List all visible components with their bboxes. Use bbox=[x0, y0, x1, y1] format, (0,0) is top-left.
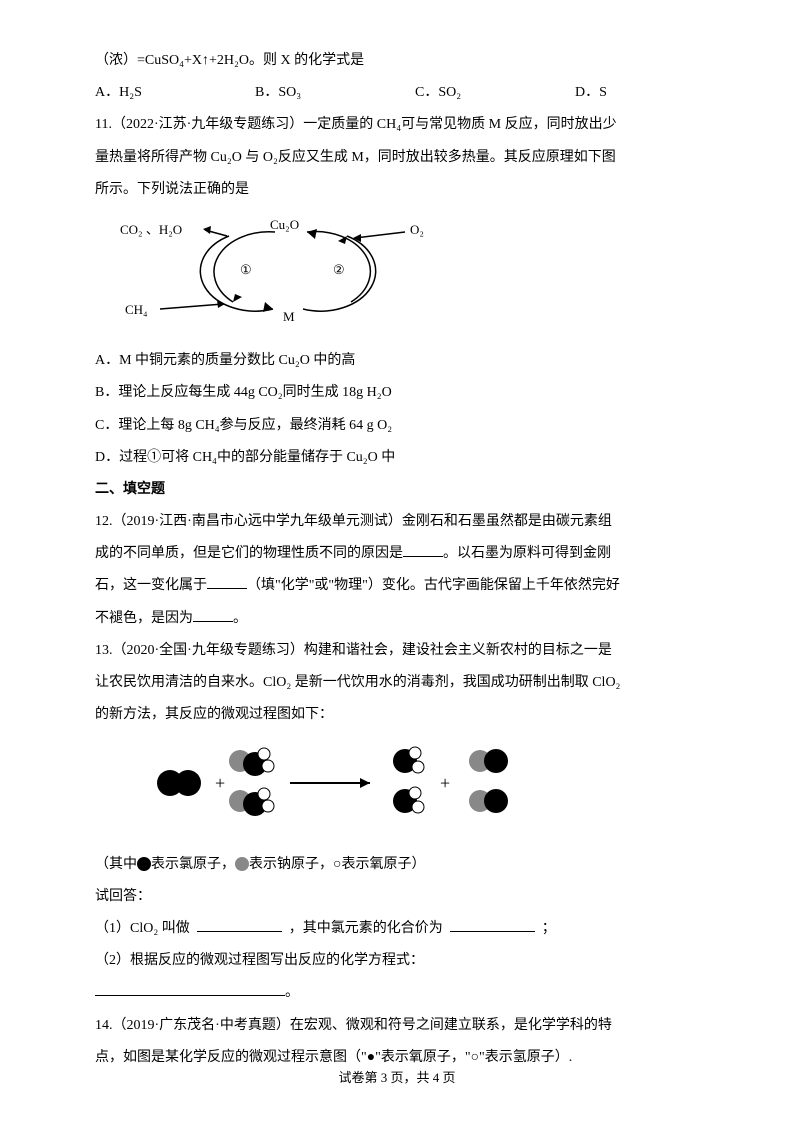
q13-part2: （2）根据反应的微观过程图写出反应的化学方程式： bbox=[95, 945, 699, 977]
q10-opt-b: B．SO₃ bbox=[255, 77, 415, 109]
q12-line3: 石，这一变化属于 （填"化学"或"物理"）变化。古代字画能保留上千年依然完好 bbox=[95, 570, 699, 602]
q12-2a: 成的不同单质，但是它们的物理性质不同的原因是 bbox=[95, 546, 403, 561]
svg-text:CO₂ 、H₂O: CO₂ 、H₂O bbox=[120, 222, 182, 237]
q13-line1: 13.（2020·全国·九年级专题练习）构建和谐社会，建设社会主义新农村的目标之… bbox=[95, 635, 699, 667]
blank-clo2-name[interactable] bbox=[197, 918, 282, 932]
q10-opt-a: A．H₂S bbox=[95, 77, 255, 109]
q11-opt-d: D．过程①可将 CH₄中的部分能量储存于 Cu₂O 中 bbox=[95, 442, 699, 474]
q13-line3: 的新方法，其反应的微观过程图如下： bbox=[95, 699, 699, 731]
q10-opt-c: C．SO₂ bbox=[415, 77, 575, 109]
q11-opt-c: C．理论上每 8g CH₄参与反应，最终消耗 64 g O₂ bbox=[95, 410, 699, 442]
blank-2[interactable] bbox=[207, 575, 247, 589]
q12-4a: 不褪色，是因为 bbox=[95, 611, 193, 626]
micro-reaction-diagram: + + bbox=[145, 743, 545, 823]
q13-line2: 让农民饮用清洁的自来水。ClO₂ 是新一代饮用水的消毒剂，我国成功研制出制取 C… bbox=[95, 667, 699, 699]
svg-text:O₂: O₂ bbox=[410, 222, 424, 237]
q13-p2end: 。 bbox=[285, 985, 299, 1000]
reaction-cycle-diagram: CO₂ 、H₂O CH₄ Cu₂O M O₂ ① ② bbox=[115, 214, 445, 324]
q14-line1: 14.（2019·广东茂名·中考真题）在宏观、微观和符号之间建立联系，是化学学科… bbox=[95, 1010, 699, 1042]
page-footer: 试卷第 3 页，共 4 页 bbox=[0, 1063, 794, 1093]
blank-1[interactable] bbox=[403, 543, 443, 557]
q13-part1: （1）ClO₂ 叫做 ，其中氯元素的化合价为 ； bbox=[95, 913, 699, 945]
legend-a: （其中 bbox=[95, 857, 137, 872]
q11-stem-line2: 量热量将所得产物 Cu₂O 与 O₂反应又生成 M，同时放出较多热量。其反应原理… bbox=[95, 142, 699, 174]
q10-tail: （浓）=CuSO₄+X↑+2H₂O。则 X 的化学式是 bbox=[95, 45, 699, 77]
svg-text:②: ② bbox=[333, 262, 345, 277]
svg-text:M: M bbox=[283, 309, 295, 324]
q11-opt-b: B．理论上反应每生成 44g CO₂同时生成 18g H₂O bbox=[95, 377, 699, 409]
blank-equation[interactable] bbox=[95, 982, 285, 996]
q12-4b: 。 bbox=[233, 611, 247, 626]
svg-text:Cu₂O: Cu₂O bbox=[270, 217, 299, 232]
q10-opt-d: D．S bbox=[575, 77, 675, 109]
q13-try: 试回答： bbox=[95, 881, 699, 913]
chlorine-atom-icon bbox=[137, 857, 151, 871]
q13-part2-blank: 。 bbox=[95, 977, 699, 1009]
q11-stem-line3: 所示。下列说法正确的是 bbox=[95, 174, 699, 206]
legend-c: 表示钠原子，○表示氧原子） bbox=[249, 857, 425, 872]
q12-line4: 不褪色，是因为 。 bbox=[95, 603, 699, 635]
q12-line2: 成的不同单质，但是它们的物理性质不同的原因是 。以石墨为原料可得到金刚 bbox=[95, 538, 699, 570]
svg-text:CH₄: CH₄ bbox=[125, 302, 148, 317]
q12-3b: （填"化学"或"物理"）变化。古代字画能保留上千年依然完好 bbox=[247, 578, 620, 593]
q12-2b: 。以石墨为原料可得到金刚 bbox=[443, 546, 611, 561]
q13-p1b: ，其中氯元素的化合价为 bbox=[289, 921, 443, 936]
svg-text:+: + bbox=[215, 773, 225, 793]
blank-3[interactable] bbox=[193, 608, 233, 622]
atom-legend: （其中表示氯原子， 表示钠原子，○表示氧原子） bbox=[95, 849, 699, 881]
q13-p1a: （1）ClO₂ 叫做 bbox=[95, 921, 190, 936]
q12-3a: 石，这一变化属于 bbox=[95, 578, 207, 593]
svg-text:+: + bbox=[440, 773, 450, 793]
q13-p1c: ； bbox=[542, 921, 556, 936]
legend-b: 表示氯原子， bbox=[151, 857, 235, 872]
svg-text:①: ① bbox=[240, 262, 252, 277]
blank-valence[interactable] bbox=[450, 918, 535, 932]
q12-line1: 12.（2019·江西·南昌市心远中学九年级单元测试）金刚石和石墨虽然都是由碳元… bbox=[95, 506, 699, 538]
q11-opt-a: A．M 中铜元素的质量分数比 Cu₂O 中的高 bbox=[95, 345, 699, 377]
q11-stem-line1: 11.（2022·江苏·九年级专题练习）一定质量的 CH₄可与常见物质 M 反应… bbox=[95, 109, 699, 141]
q10-options: A．H₂S B．SO₃ C．SO₂ D．S bbox=[95, 77, 699, 109]
sodium-atom-icon bbox=[235, 857, 249, 871]
section-2-title: 二、填空题 bbox=[95, 474, 699, 506]
